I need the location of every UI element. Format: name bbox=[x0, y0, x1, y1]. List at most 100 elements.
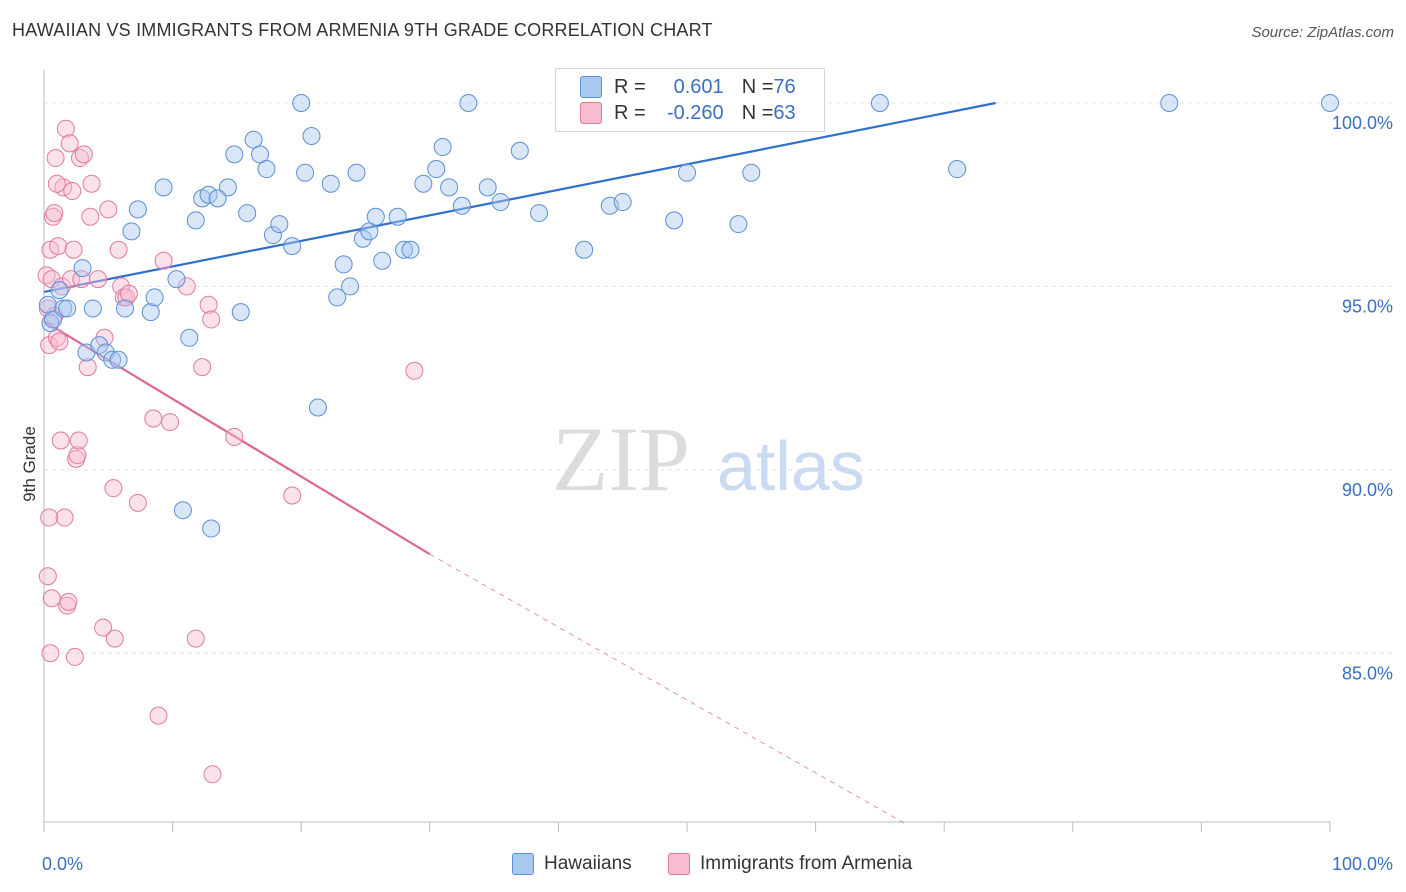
hawaiian-point bbox=[665, 211, 684, 230]
legend-label-armenia: Immigrants from Armenia bbox=[700, 853, 913, 874]
hawaiian-point bbox=[83, 299, 102, 318]
armenia-point bbox=[42, 589, 61, 608]
hawaiian-point bbox=[742, 163, 761, 182]
armenia-point bbox=[45, 204, 64, 223]
hawaiian-point bbox=[341, 277, 360, 296]
hawaiian-point bbox=[491, 193, 510, 212]
hawaiian-point bbox=[263, 226, 282, 245]
armenia-point bbox=[186, 629, 205, 648]
armenia-point bbox=[81, 207, 100, 226]
armenia-point bbox=[283, 486, 302, 505]
hawaiian-point bbox=[427, 160, 446, 179]
hawaiian-point bbox=[116, 299, 135, 318]
hawaiian-point bbox=[366, 207, 385, 226]
r-label: R = bbox=[614, 101, 646, 124]
y-axis-title: 9th Grade bbox=[20, 426, 39, 502]
hawaiian-point bbox=[270, 215, 289, 234]
legend-row-armenia: R = -0.260 N = 63 bbox=[580, 101, 796, 125]
axes bbox=[43, 70, 1331, 832]
x-tick-label: 100.0% bbox=[1332, 854, 1393, 874]
armenia-point bbox=[65, 647, 84, 666]
armenia-point bbox=[144, 409, 163, 428]
legend-item-armenia: Immigrants from Armenia bbox=[668, 852, 912, 876]
armenia-point bbox=[161, 413, 180, 432]
armenia-point bbox=[69, 431, 88, 450]
armenia-point bbox=[203, 765, 222, 784]
hawaiian-point bbox=[452, 196, 471, 215]
hawaiian-point bbox=[870, 94, 889, 113]
armenia-point bbox=[112, 277, 131, 296]
hawaiian-point bbox=[44, 310, 63, 329]
hawaiian-point bbox=[478, 178, 497, 197]
legend-label-hawaiians: Hawaiians bbox=[544, 853, 632, 874]
hawaiian-point bbox=[154, 178, 173, 197]
hawaiian-point bbox=[180, 328, 199, 347]
hawaiian-point bbox=[729, 215, 748, 234]
armenia-trend-extension bbox=[429, 553, 906, 825]
armenia-point bbox=[50, 332, 69, 351]
hawaiian-point bbox=[440, 178, 459, 197]
armenia-point bbox=[62, 270, 81, 289]
hawaiian-point bbox=[401, 240, 420, 259]
hawaiian-point bbox=[395, 240, 414, 259]
hawaiian-point bbox=[122, 222, 141, 241]
armenia-point bbox=[104, 479, 123, 498]
hawaiian-point bbox=[173, 501, 192, 520]
hawaiian-point bbox=[948, 160, 967, 179]
armenia-point bbox=[193, 358, 212, 377]
armenia-point bbox=[89, 270, 108, 289]
x-tick-label: 0.0% bbox=[42, 854, 83, 874]
grid-lines bbox=[44, 102, 1393, 654]
armenia-point bbox=[63, 182, 82, 201]
hawaiian-point bbox=[575, 240, 594, 259]
armenia-point bbox=[149, 706, 168, 725]
armenia-point bbox=[199, 295, 218, 314]
hawaiian-point bbox=[510, 141, 529, 160]
hawaiian-point bbox=[103, 350, 122, 369]
y-tick-label: 90.0% bbox=[1342, 480, 1393, 500]
armenia-point bbox=[74, 145, 93, 164]
stats-legend: R = 0.601 N = 76 R = -0.260 N = 63 bbox=[555, 68, 825, 132]
y-tick-label: 95.0% bbox=[1342, 296, 1393, 316]
hawaiian-point bbox=[302, 127, 321, 146]
watermark: ZIP atlas bbox=[552, 408, 865, 510]
armenia-point bbox=[40, 336, 59, 355]
y-tick-label: 85.0% bbox=[1342, 663, 1393, 683]
hawaiian-point bbox=[296, 163, 315, 182]
hawaiian-point bbox=[257, 160, 276, 179]
hawaiian-point bbox=[167, 270, 186, 289]
hawaiian-point bbox=[459, 94, 478, 113]
armenia-point bbox=[119, 284, 138, 303]
armenia-point bbox=[202, 310, 221, 329]
hawaiian-point bbox=[328, 288, 347, 307]
hawaiian-point bbox=[73, 259, 92, 278]
armenia-point bbox=[46, 149, 65, 168]
hawaiian-point bbox=[433, 138, 452, 157]
r-value: -0.260 bbox=[666, 101, 724, 124]
hawaiian-point bbox=[186, 211, 205, 230]
hawaiian-point bbox=[283, 237, 302, 256]
hawaiian-point bbox=[238, 204, 257, 223]
hawaiian-point bbox=[414, 174, 433, 193]
hawaiian-point bbox=[353, 229, 372, 248]
hawaiian-point bbox=[199, 185, 218, 204]
hawaiians-trend-line bbox=[43, 101, 996, 294]
hawaiian-point bbox=[347, 163, 366, 182]
hawaiian-point bbox=[613, 193, 632, 212]
armenia-point bbox=[154, 251, 173, 270]
hawaiian-point bbox=[321, 174, 340, 193]
armenia-point bbox=[56, 119, 75, 138]
hawaiian-point bbox=[145, 288, 164, 307]
armenia-point bbox=[82, 174, 101, 193]
armenia-point bbox=[60, 134, 79, 153]
hawaiian-point bbox=[292, 94, 311, 113]
hawaiian-point bbox=[334, 255, 353, 274]
armenia-point bbox=[405, 361, 424, 380]
hawaiian-point bbox=[208, 189, 227, 208]
hawaiian-point bbox=[109, 350, 128, 369]
armenia-point bbox=[59, 592, 78, 611]
hawaiian-point bbox=[50, 281, 69, 300]
n-value: 63 bbox=[773, 101, 796, 124]
hawaiians-swatch bbox=[580, 76, 602, 98]
